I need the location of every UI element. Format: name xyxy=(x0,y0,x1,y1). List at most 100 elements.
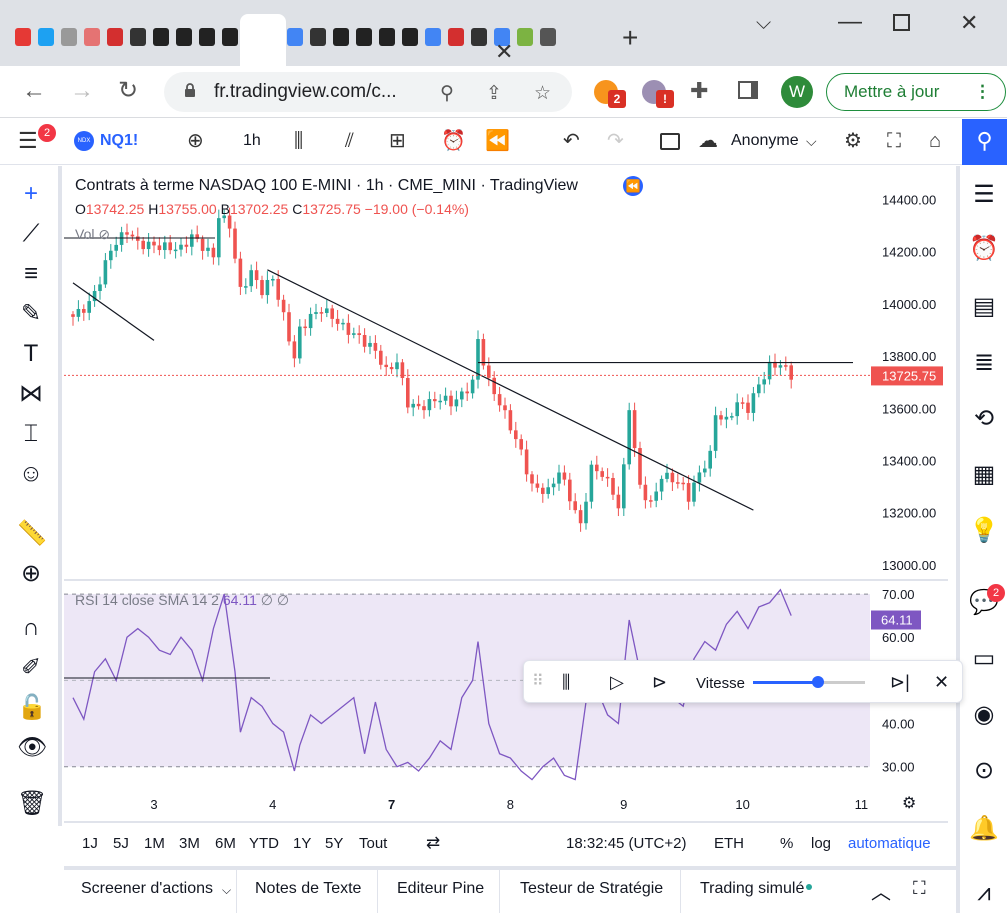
news-icon[interactable]: ▤ xyxy=(972,293,996,320)
zoom-in-icon[interactable]: ⊕ xyxy=(20,560,42,587)
tab-favicon[interactable] xyxy=(107,28,123,46)
tab-stock-screener[interactable]: Screener d'actions xyxy=(81,880,214,897)
camera-icon[interactable]: ⌂ xyxy=(929,130,942,152)
streams-icon[interactable]: ◉ xyxy=(973,701,995,728)
account-name[interactable]: Anonyme xyxy=(731,132,799,149)
ideas-icon[interactable]: 💡 xyxy=(969,517,999,544)
range-button[interactable]: Tout xyxy=(359,835,388,852)
tab-favicon[interactable] xyxy=(402,28,418,46)
range-button[interactable]: 1M xyxy=(144,835,165,852)
watchlist-icon[interactable]: ☰ xyxy=(973,181,995,208)
tab-favicon[interactable] xyxy=(310,28,326,46)
tab-favicon[interactable] xyxy=(15,28,31,46)
tab-favicon[interactable] xyxy=(84,28,100,46)
speed-knob[interactable] xyxy=(811,676,824,688)
range-button[interactable]: 5Y xyxy=(325,835,344,852)
tab-strategy-tester[interactable]: Testeur de Stratégie xyxy=(520,880,664,897)
notifications-bell-icon[interactable]: 🔔 xyxy=(969,815,999,842)
minimize-button[interactable]: — xyxy=(838,8,862,35)
tab-favicon[interactable] xyxy=(517,28,533,46)
puzzle-icon[interactable]: ✚ xyxy=(690,78,709,103)
tab-favicon[interactable] xyxy=(199,28,215,46)
session-toggle[interactable]: ETH xyxy=(714,835,744,852)
log-toggle[interactable]: log xyxy=(811,835,832,852)
tab-pine-editor[interactable]: Editeur Pine xyxy=(397,880,485,897)
tab-favicon[interactable] xyxy=(38,28,54,46)
range-button[interactable]: 3M xyxy=(179,835,200,852)
replay-mode-icon[interactable]: ⏪ xyxy=(623,176,643,196)
hotlist-icon[interactable]: ≣ xyxy=(973,349,995,376)
share-icon[interactable]: ⇪ xyxy=(486,83,502,104)
tab-search-icon[interactable]: ⌵ xyxy=(756,12,772,34)
add-symbol-icon[interactable]: ⊕ xyxy=(187,130,204,152)
replay-icon[interactable]: ⏪ xyxy=(485,130,510,152)
range-button[interactable]: 1J xyxy=(82,835,98,852)
zoom-icon[interactable]: ⚲ xyxy=(440,83,454,104)
settings-gear-icon[interactable]: ⚙ xyxy=(844,130,862,152)
tab-favicon[interactable] xyxy=(176,28,192,46)
redo-icon[interactable]: ↷ xyxy=(607,130,624,152)
window-close-button[interactable]: ✕ xyxy=(960,10,979,35)
maximize-panel-icon[interactable]: ⛶ xyxy=(913,878,926,898)
alert-icon[interactable]: ⏰ xyxy=(441,130,466,152)
tab-favicon[interactable] xyxy=(425,28,441,46)
brush-tool-icon[interactable]: ✎ xyxy=(20,300,42,327)
ruler-icon[interactable]: 📏 xyxy=(17,520,47,547)
omnibox[interactable]: fr.tradingview.com/c... ⚲ ⇪ ☆ xyxy=(164,72,572,112)
candles-style-icon[interactable]: ⫼ xyxy=(294,130,304,152)
calendar-icon[interactable]: ⟲ xyxy=(973,405,995,432)
menu-dots-icon[interactable]: ⋮ xyxy=(974,82,991,101)
fib-tool-icon[interactable]: ≡ xyxy=(23,260,38,287)
new-tab-button[interactable]: + xyxy=(622,22,639,53)
side-panel-icon[interactable] xyxy=(738,81,758,99)
symbol-search[interactable]: NQ1! xyxy=(100,132,139,149)
signals-icon[interactable]: ⩘ xyxy=(977,879,991,906)
speed-slider[interactable] xyxy=(753,676,865,688)
tab-text-notes[interactable]: Notes de Texte xyxy=(255,880,362,897)
url-text[interactable]: fr.tradingview.com/c... xyxy=(214,81,397,102)
play-icon[interactable]: ▷ xyxy=(610,672,624,692)
profile-avatar[interactable]: W xyxy=(781,76,813,108)
tab-favicon[interactable] xyxy=(356,28,372,46)
tab-favicon[interactable] xyxy=(287,28,303,46)
collapse-panel-icon[interactable]: ︿ xyxy=(871,882,891,904)
hide-eye-icon[interactable]: ⊘ xyxy=(98,226,111,242)
jump-end-icon[interactable]: ⊳| xyxy=(890,672,910,692)
reload-icon[interactable]: ↻ xyxy=(118,77,139,104)
tab-favicon[interactable] xyxy=(333,28,349,46)
magnet-icon[interactable]: ∩ xyxy=(22,614,40,641)
layout-icon[interactable] xyxy=(660,133,680,150)
back-icon[interactable]: ← xyxy=(22,77,46,104)
lock-drawings-icon[interactable]: ✐ xyxy=(20,654,42,681)
measure-tool-icon[interactable]: ⌶ xyxy=(23,420,39,447)
active-tab[interactable]: ✕ xyxy=(240,14,513,66)
ideas-bulb-icon[interactable]: ⚲ xyxy=(962,119,1007,165)
cloud-icon[interactable]: ☁ xyxy=(698,130,718,152)
goto-date-icon[interactable]: ⇄ xyxy=(426,833,441,852)
update-button[interactable]: Mettre à jour ⋮ xyxy=(826,73,1006,111)
tab-favicon[interactable] xyxy=(540,28,556,46)
emoji-icon[interactable]: ☺ xyxy=(18,460,44,487)
broadcast-icon[interactable]: ⊙ xyxy=(973,757,995,784)
message-icon[interactable]: ▭ xyxy=(972,645,996,672)
calendar-grid-icon[interactable]: ▦ xyxy=(972,461,996,488)
range-button[interactable]: 5J xyxy=(113,835,129,852)
templates-icon[interactable]: ⊞ xyxy=(389,130,406,152)
drag-handle-icon[interactable]: ⠿ xyxy=(532,673,544,690)
range-button[interactable]: 6M xyxy=(215,835,236,852)
select-bar-icon[interactable]: ⫼ xyxy=(562,672,571,692)
alarm-clock-icon[interactable]: ⏰ xyxy=(969,235,999,262)
interval-selector[interactable]: 1h xyxy=(243,132,261,149)
tab-favicon[interactable] xyxy=(471,28,487,46)
indicators-icon[interactable]: ⫽ xyxy=(345,130,354,152)
hamburger-menu-icon[interactable]: ☰ xyxy=(18,128,38,153)
tab-favicon[interactable] xyxy=(61,28,77,46)
clock[interactable]: 18:32:45 (UTC+2) xyxy=(566,835,687,852)
eye-icon[interactable]: 👁 xyxy=(17,734,48,761)
range-button[interactable]: YTD xyxy=(249,835,279,852)
tab-favicon[interactable] xyxy=(448,28,464,46)
screener-chevron-icon[interactable]: ⌵ xyxy=(222,883,232,897)
trendline-tool-icon[interactable]: ⟋ xyxy=(22,220,40,247)
maximize-button[interactable] xyxy=(893,14,910,31)
